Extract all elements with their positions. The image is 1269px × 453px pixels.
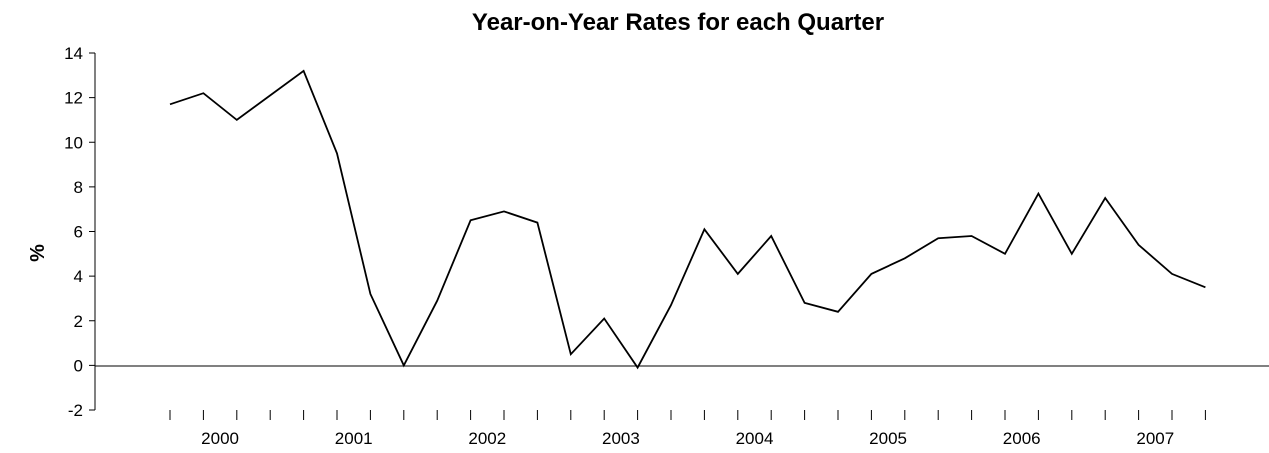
y-tick-label: 2 <box>74 312 83 331</box>
x-year-label: 2004 <box>736 429 774 448</box>
y-tick-label: 12 <box>64 89 83 108</box>
y-tick-label: 14 <box>64 44 83 63</box>
x-year-label: 2005 <box>869 429 907 448</box>
y-tick-label: 6 <box>74 223 83 242</box>
x-year-label: 2001 <box>335 429 373 448</box>
x-year-label: 2003 <box>602 429 640 448</box>
x-year-label: 2006 <box>1003 429 1041 448</box>
x-ticks: 2000 2001 2002 2003 2004 2005 2006 2007 <box>169 410 1206 448</box>
x-year-label: 2002 <box>468 429 506 448</box>
y-tick-label: 4 <box>74 267 83 286</box>
y-tick-label: 8 <box>74 178 83 197</box>
series-line <box>169 69 1206 370</box>
y-tick-label: 10 <box>64 133 83 152</box>
x-year-label: 2007 <box>1136 429 1174 448</box>
y-tick-label: 0 <box>74 356 83 375</box>
chart-title: Year-on-Year Rates for each Quarter <box>472 9 884 36</box>
y-axis-label: % <box>27 244 49 262</box>
x-year-label: 2000 <box>201 429 239 448</box>
y-ticks: -2 0 2 4 6 8 10 12 14 <box>64 44 95 420</box>
y-tick-label: -2 <box>68 401 83 420</box>
